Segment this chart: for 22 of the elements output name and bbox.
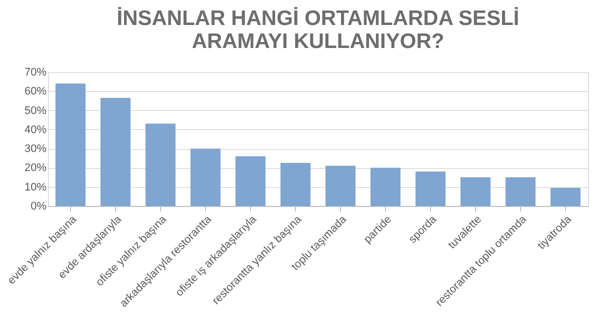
bar — [146, 124, 176, 206]
bar — [56, 83, 86, 206]
y-tick-label: 0% — [30, 200, 47, 212]
bar — [370, 168, 400, 206]
bar — [190, 148, 220, 206]
bar — [280, 162, 310, 206]
y-tick-label: 50% — [24, 104, 47, 117]
bar — [550, 188, 580, 206]
bar — [100, 98, 130, 206]
y-tick-label: 20% — [24, 162, 47, 174]
text: ARAMAYI KULLANIYOR? — [192, 30, 444, 53]
bar — [326, 166, 356, 206]
bar — [506, 177, 536, 206]
y-tick-label: 30% — [24, 143, 47, 156]
bar — [416, 172, 446, 206]
text: İNSANLAR HANGİ ORTAMLARDA SESLİ — [116, 7, 520, 30]
y-tick-label: 70% — [24, 66, 47, 78]
y-tick-label: 60% — [24, 86, 47, 98]
y-tick-label: 10% — [24, 181, 47, 194]
y-tick-label: 40% — [24, 124, 47, 136]
bar — [460, 177, 490, 206]
bar — [236, 156, 266, 206]
